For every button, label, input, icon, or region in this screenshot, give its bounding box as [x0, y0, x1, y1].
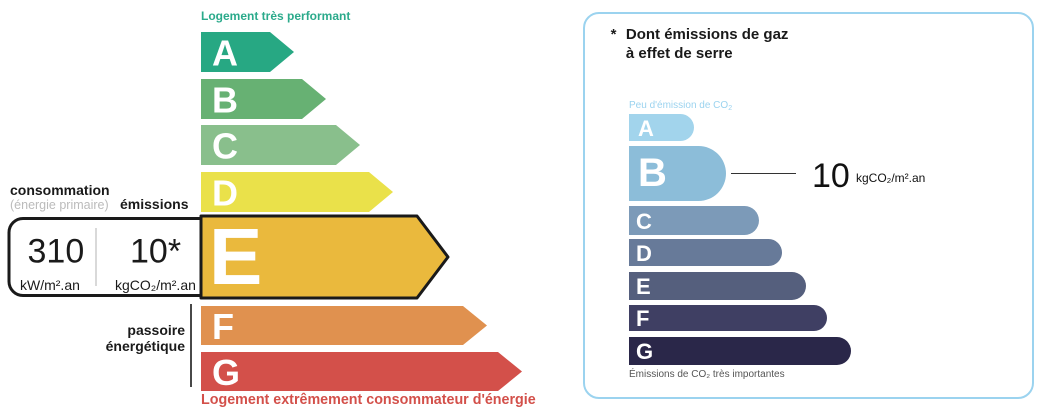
svg-text:D: D: [636, 241, 652, 266]
svg-text:Dont émissions de gaz: Dont émissions de gaz: [626, 26, 789, 43]
svg-text:F: F: [636, 306, 649, 331]
svg-text:10*: 10*: [130, 233, 181, 271]
svg-text:310: 310: [28, 233, 85, 271]
svg-text:C: C: [636, 209, 652, 234]
svg-text:kgCO₂/m².an: kgCO₂/m².an: [115, 277, 196, 293]
svg-text:kgCO₂/m².an: kgCO₂/m².an: [856, 171, 925, 185]
svg-text:*: *: [611, 26, 617, 43]
svg-text:à effet de serre: à effet de serre: [626, 45, 733, 62]
svg-text:G: G: [636, 339, 653, 364]
svg-text:Peu d'émission de CO2: Peu d'émission de CO2: [629, 100, 732, 112]
svg-text:10: 10: [812, 157, 850, 195]
svg-text:kW/m².an: kW/m².an: [20, 277, 80, 293]
svg-text:E: E: [209, 212, 262, 301]
svg-text:Émissions de CO₂ très importan: Émissions de CO₂ très importantes: [629, 367, 785, 380]
svg-text:A: A: [638, 116, 654, 141]
svg-text:B: B: [638, 151, 667, 195]
svg-text:E: E: [636, 274, 651, 299]
